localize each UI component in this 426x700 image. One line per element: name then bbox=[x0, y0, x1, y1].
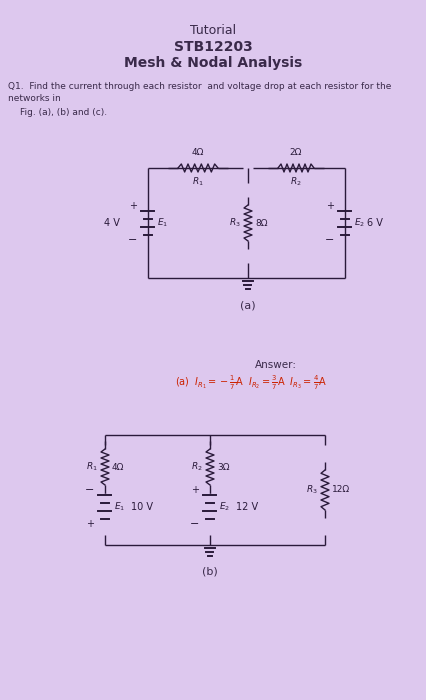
Text: +: + bbox=[86, 519, 94, 529]
Text: 12 V: 12 V bbox=[236, 502, 258, 512]
Text: $R_3$: $R_3$ bbox=[229, 217, 240, 230]
Text: $E_2$: $E_2$ bbox=[353, 217, 364, 230]
Text: Mesh & Nodal Analysis: Mesh & Nodal Analysis bbox=[124, 56, 302, 70]
Text: +: + bbox=[190, 485, 199, 495]
Text: 3Ω: 3Ω bbox=[216, 463, 229, 472]
Text: $R_1$: $R_1$ bbox=[192, 176, 203, 188]
Text: Fig. (a), (b) and (c).: Fig. (a), (b) and (c). bbox=[20, 108, 107, 117]
Text: 2Ω: 2Ω bbox=[289, 148, 302, 157]
Text: (a): (a) bbox=[239, 300, 255, 310]
Text: $E_1$: $E_1$ bbox=[157, 217, 168, 230]
Text: (a)  $I_{R_1} = -\frac{1}{7}$A  $I_{R_2} = \frac{3}{7}$A  $I_{R_3} = \frac{4}{7}: (a) $I_{R_1} = -\frac{1}{7}$A $I_{R_2} =… bbox=[175, 374, 326, 392]
Text: 4 V: 4 V bbox=[104, 218, 120, 228]
Text: Tutorial: Tutorial bbox=[190, 24, 236, 36]
Text: $R_3$: $R_3$ bbox=[305, 484, 317, 496]
Text: 12Ω: 12Ω bbox=[331, 486, 349, 494]
Text: Answer:: Answer: bbox=[254, 360, 296, 370]
Text: (b): (b) bbox=[201, 567, 217, 577]
Text: 6 V: 6 V bbox=[366, 218, 382, 228]
Text: STB12203: STB12203 bbox=[174, 40, 252, 54]
Text: $E_1$: $E_1$ bbox=[114, 500, 125, 513]
Text: Q1.  Find the current through each resistor  and voltage drop at each resistor f: Q1. Find the current through each resist… bbox=[8, 82, 391, 91]
Text: $R_1$: $R_1$ bbox=[86, 461, 98, 473]
Text: −: − bbox=[325, 235, 334, 245]
Text: +: + bbox=[325, 201, 333, 211]
Text: $E_2$: $E_2$ bbox=[219, 500, 230, 513]
Text: $R_2$: $R_2$ bbox=[191, 461, 202, 473]
Text: −: − bbox=[85, 485, 95, 495]
Text: 4Ω: 4Ω bbox=[191, 148, 204, 157]
Text: −: − bbox=[190, 519, 199, 529]
Text: 8Ω: 8Ω bbox=[254, 218, 267, 228]
Text: −: − bbox=[128, 235, 137, 245]
Text: 10 V: 10 V bbox=[131, 502, 153, 512]
Text: +: + bbox=[129, 201, 137, 211]
Text: networks in: networks in bbox=[8, 94, 60, 103]
Text: $R_2$: $R_2$ bbox=[290, 176, 301, 188]
Text: 4Ω: 4Ω bbox=[112, 463, 124, 472]
